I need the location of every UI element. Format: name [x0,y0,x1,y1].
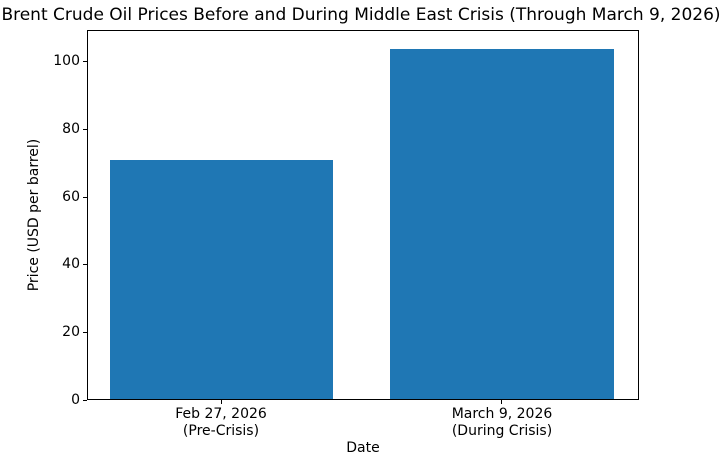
plot-area [87,30,639,400]
x-tick-label-pre-crisis: Feb 27, 2026 (Pre-Crisis) [175,406,267,439]
y-tick-label: 0 [71,392,80,408]
y-tick-mark [83,196,87,198]
y-tick-label: 80 [62,120,80,137]
bar-pre-crisis [110,159,333,399]
x-tick-mark [221,400,222,404]
y-tick-mark [83,61,87,63]
x-tick-mark [501,400,502,404]
x-tick-label-during-crisis: March 9, 2026 (During Crisis) [451,406,553,439]
y-tick-label: 40 [62,256,80,273]
chart-title: Brent Crude Oil Prices Before and During… [1,5,721,25]
y-tick-label: 60 [62,188,80,205]
y-tick-mark [83,332,87,334]
y-tick-label: 20 [62,324,80,341]
y-tick-label: 100 [53,53,80,70]
y-tick-mark [83,400,87,401]
x-axis-label: Date [346,440,380,456]
y-tick-mark [83,264,87,266]
bar-during-crisis [390,48,614,399]
y-tick-mark [83,128,87,130]
